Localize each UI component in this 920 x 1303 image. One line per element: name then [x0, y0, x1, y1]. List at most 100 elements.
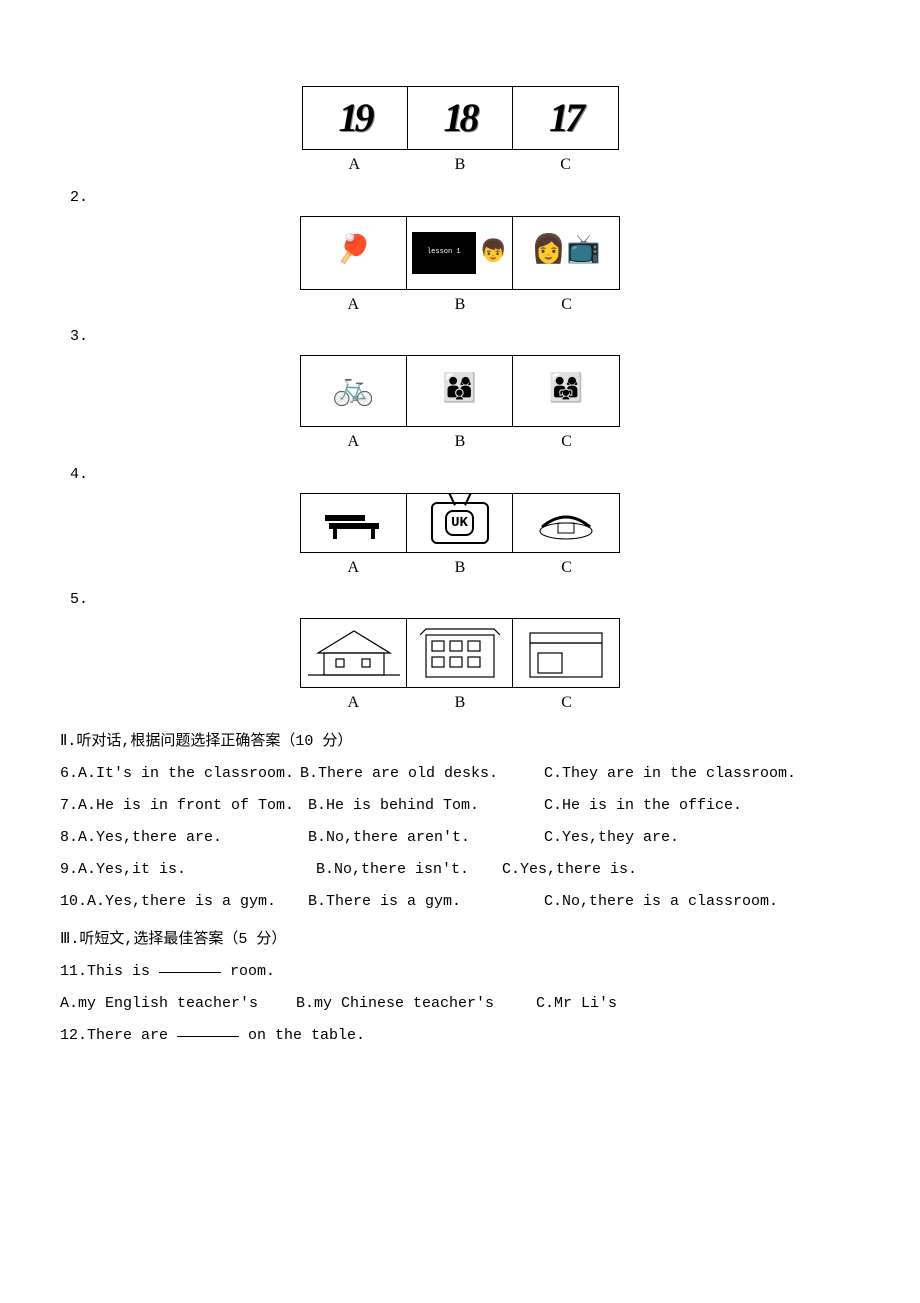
letter-b: B	[407, 690, 514, 716]
option-image-b: 18	[408, 87, 513, 149]
option-letters: A B C	[300, 690, 620, 716]
option-image-b: lesson 1 👦	[407, 217, 513, 289]
q10-row: 10.A.Yes,there is a gym. B.There is a gy…	[60, 890, 860, 914]
image-set-3: 🚲 👨‍👩‍👦 👨‍👩‍👧 A B C	[300, 355, 620, 455]
q10-opt-c: C.No,there is a classroom.	[544, 890, 778, 914]
question-number-3: 3.	[70, 325, 860, 349]
q11-opts: A.my English teacher's B.my Chinese teac…	[60, 992, 860, 1016]
kids-playing-icon: 🏓	[336, 230, 371, 275]
option-image-b: 👨‍👩‍👦	[407, 356, 513, 426]
phone-icon	[528, 503, 604, 543]
blackboard-icon: lesson 1	[412, 232, 476, 274]
image-boxes: 🚲 👨‍👩‍👦 👨‍👩‍👧	[300, 355, 620, 427]
option-image-c: 商店	[513, 619, 619, 687]
q11-opt-b: B.my Chinese teacher's	[296, 992, 536, 1016]
q6-opt-b: B.There are old desks.	[300, 762, 544, 786]
image-boxes: 商店	[300, 618, 620, 688]
number-glyph: 18	[444, 87, 476, 149]
q9-opt-c: C.Yes,there is.	[502, 858, 637, 882]
section-2-title: Ⅱ.听对话,根据问题选择正确答案（10 分）	[60, 730, 860, 754]
option-image-c: 17	[513, 87, 618, 149]
q11-stem: 11.This is room.	[60, 960, 860, 984]
image-boxes: UK	[300, 493, 620, 553]
option-letters: A B C	[300, 429, 620, 455]
image-set-4: UK A B C	[300, 493, 620, 581]
q9-opt-a: 9.A.Yes,it is.	[60, 858, 316, 882]
letter-c: C	[513, 429, 620, 455]
q7-row: 7.A.He is in front of Tom. B.He is behin…	[60, 794, 860, 818]
image-set-5: 商店 A B C	[300, 618, 620, 716]
q11-tail: room.	[221, 963, 275, 980]
watching-tv-icon: 👩📺	[531, 230, 601, 275]
q11-opt-c: C.Mr Li's	[536, 992, 617, 1016]
option-image-a: 19	[303, 87, 408, 149]
q8-opt-c: C.Yes,they are.	[544, 826, 679, 850]
letter-c: C	[513, 292, 620, 318]
student-icon: 👦	[480, 235, 507, 270]
q12-lead: 12.There are	[60, 1027, 177, 1044]
q9-opt-b: B.No,there isn't.	[316, 858, 502, 882]
q12-tail: on the table.	[239, 1027, 365, 1044]
option-image-c	[513, 494, 619, 552]
image-set-2: 🏓 lesson 1 👦 👩📺 A B C	[300, 216, 620, 318]
q7-opt-b: B.He is behind Tom.	[308, 794, 544, 818]
option-image-b: UK	[407, 494, 513, 552]
letter-b: B	[407, 429, 514, 455]
q8-row: 8.A.Yes,there are. B.No,there aren't. C.…	[60, 826, 860, 850]
q7-opt-c: C.He is in the office.	[544, 794, 742, 818]
letter-a: A	[300, 292, 407, 318]
shop-icon	[518, 623, 614, 683]
option-image-a: 🚲	[301, 356, 407, 426]
question-number-5: 5.	[70, 588, 860, 612]
q8-opt-b: B.No,there aren't.	[308, 826, 544, 850]
option-image-c: 👨‍👩‍👧	[513, 356, 619, 426]
section-3-title: Ⅲ.听短文,选择最佳答案（5 分）	[60, 928, 860, 952]
option-image-b	[407, 619, 513, 687]
people-sitting-icon: 👨‍👩‍👦	[442, 369, 477, 414]
option-letters: A B C	[300, 292, 620, 318]
blank-fill[interactable]	[159, 958, 221, 973]
tv-icon: UK	[431, 502, 489, 544]
q6-opt-a: 6.A.It's in the classroom.	[60, 762, 300, 786]
q6-row: 6.A.It's in the classroom. B.There are o…	[60, 762, 860, 786]
letter-c: C	[513, 555, 620, 581]
number-glyph: 17	[549, 87, 581, 149]
q10-opt-a: 10.A.Yes,there is a gym.	[60, 890, 308, 914]
q11-opt-a: A.my English teacher's	[60, 992, 296, 1016]
tv-label: UK	[445, 510, 474, 536]
number-glyph: 19	[339, 87, 371, 149]
option-image-a	[301, 619, 407, 687]
q7-opt-a: 7.A.He is in front of Tom.	[60, 794, 308, 818]
shop-label: 商店	[573, 622, 589, 635]
option-letters: A B C	[302, 152, 619, 178]
option-letters: A B C	[300, 555, 620, 581]
question-number-2: 2.	[70, 186, 860, 210]
question-number-4: 4.	[70, 463, 860, 487]
option-image-a: 🏓	[301, 217, 407, 289]
q10-opt-b: B.There is a gym.	[308, 890, 544, 914]
house-icon	[306, 623, 402, 683]
family-icon: 👨‍👩‍👧	[549, 369, 584, 414]
q6-opt-c: C.They are in the classroom.	[544, 762, 796, 786]
q9-row: 9.A.Yes,it is. B.No,there isn't. C.Yes,t…	[60, 858, 860, 882]
letter-a: A	[300, 690, 407, 716]
letter-c: C	[513, 152, 619, 178]
q11-lead: 11.This is	[60, 963, 159, 980]
option-image-c: 👩📺	[513, 217, 619, 289]
image-set-1: 19 18 17 A B C	[302, 86, 619, 178]
option-image-a	[301, 494, 407, 552]
desk-icon	[319, 505, 389, 541]
image-boxes: 🏓 lesson 1 👦 👩📺	[300, 216, 620, 290]
letter-b: B	[407, 555, 514, 581]
letter-a: A	[300, 555, 407, 581]
letter-a: A	[302, 152, 408, 178]
q8-opt-a: 8.A.Yes,there are.	[60, 826, 308, 850]
building-icon	[412, 623, 508, 683]
bicycle-icon: 🚲	[332, 364, 374, 418]
letter-c: C	[513, 690, 620, 716]
image-boxes: 19 18 17	[302, 86, 619, 150]
q12-stem: 12.There are on the table.	[60, 1024, 860, 1048]
letter-b: B	[407, 152, 513, 178]
blank-fill[interactable]	[177, 1022, 239, 1037]
letter-a: A	[300, 429, 407, 455]
